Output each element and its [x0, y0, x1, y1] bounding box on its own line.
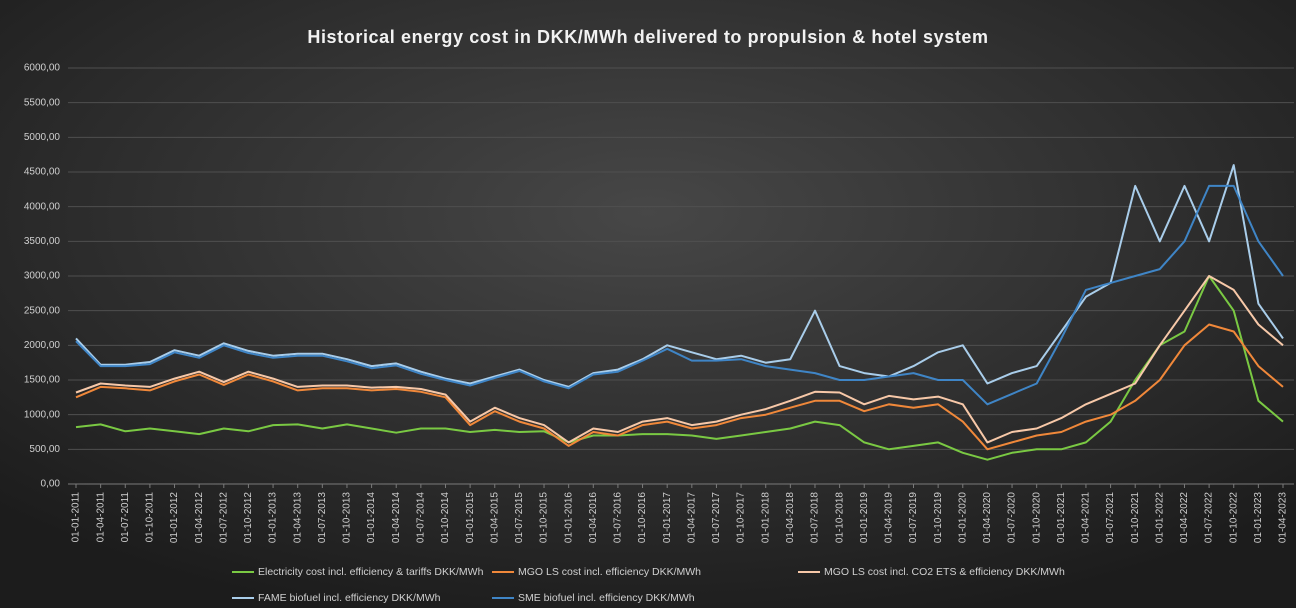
x-tick-label: 01-04-2017: [686, 492, 697, 544]
legend-label: MGO LS cost incl. efficiency DKK/MWh: [518, 566, 701, 578]
x-tick-label: 01-10-2021: [1130, 492, 1141, 544]
y-tick-label: 6000,00: [24, 63, 61, 74]
x-tick-label: 01-01-2022: [1154, 492, 1165, 544]
x-tick-label: 01-07-2015: [514, 492, 525, 544]
x-tick-label: 01-04-2022: [1179, 492, 1190, 544]
x-tick-label: 01-01-2015: [465, 492, 476, 544]
legend: Electricity cost incl. efficiency & tari…: [232, 566, 1065, 604]
x-tick-label: 01-07-2019: [908, 492, 919, 544]
grid: 0,00 500,00 1000,00 1500,00 2000,00 2500,00 30…: [24, 63, 1294, 544]
x-tick-label: 01-01-2020: [957, 492, 968, 544]
y-tick-label: 5500,00: [24, 97, 61, 108]
x-tick-label: 01-07-2011: [120, 492, 131, 543]
y-tick-label: 3500,00: [24, 236, 61, 247]
x-tick-label: 01-04-2016: [588, 492, 599, 544]
x-tick-label: 01-10-2012: [243, 492, 254, 544]
plot-area: [75, 164, 1284, 461]
series-line: [75, 323, 1284, 451]
legend-label: MGO LS cost incl. CO2 ETS & efficiency D…: [824, 566, 1065, 578]
x-tick-label: 01-04-2019: [884, 492, 895, 544]
x-tick-label: 01-10-2018: [834, 492, 845, 544]
x-tick-label: 01-01-2012: [169, 492, 180, 544]
series-line: [75, 164, 1284, 388]
y-tick-label: 500,00: [29, 444, 60, 455]
x-tick-label: 01-10-2015: [539, 492, 550, 544]
x-tick-label: 01-07-2020: [1007, 492, 1018, 544]
x-tick-label: 01-04-2021: [1081, 492, 1092, 544]
y-tick-label: 3000,00: [24, 271, 61, 282]
x-tick-label: 01-04-2013: [292, 492, 303, 544]
x-tick-label: 01-01-2018: [760, 492, 771, 544]
x-tick-label: 01-01-2014: [366, 492, 377, 544]
x-tick-label: 01-01-2019: [859, 492, 870, 544]
x-tick-label: 01-07-2018: [810, 492, 821, 544]
y-tick-label: 1500,00: [24, 375, 61, 386]
legend-label: Electricity cost incl. efficiency & tari…: [258, 566, 484, 578]
y-tick-label: 0,00: [41, 479, 61, 490]
y-tick-label: 4500,00: [24, 167, 61, 178]
y-tick-label: 2500,00: [24, 305, 61, 316]
x-tick-label: 01-04-2020: [982, 492, 993, 544]
y-tick-label: 1000,00: [24, 409, 61, 420]
y-tick-label: 2000,00: [24, 340, 61, 351]
y-tick-label: 5000,00: [24, 132, 61, 143]
y-tick-label: 4000,00: [24, 201, 61, 212]
x-tick-label: 01-07-2016: [613, 492, 624, 544]
x-tick-label: 01-10-2022: [1228, 492, 1239, 544]
x-tick-label: 01-07-2022: [1204, 492, 1215, 544]
x-tick-label: 01-01-2011: [71, 492, 82, 543]
x-tick-label: 01-04-2023: [1278, 492, 1289, 544]
x-tick-label: 01-04-2015: [489, 492, 500, 544]
x-tick-label: 01-07-2021: [1105, 492, 1116, 544]
x-tick-label: 01-04-2011: [95, 492, 106, 543]
x-tick-label: 01-10-2011: [145, 492, 156, 543]
legend-label: SME biofuel incl. efficiency DKK/MWh: [518, 592, 695, 604]
x-tick-label: 01-10-2013: [342, 492, 353, 544]
x-tick-label: 01-10-2019: [933, 492, 944, 544]
x-tick-label: 01-04-2018: [785, 492, 796, 544]
x-tick-label: 01-10-2020: [1031, 492, 1042, 544]
series-line: [75, 275, 1284, 461]
x-tick-label: 01-07-2013: [317, 492, 328, 544]
x-tick-label: 01-10-2017: [736, 492, 747, 544]
x-tick-label: 01-07-2017: [711, 492, 722, 544]
x-tick-label: 01-07-2014: [415, 492, 426, 544]
x-tick-label: 01-10-2014: [440, 492, 451, 544]
x-tick-label: 01-04-2012: [194, 492, 205, 544]
x-tick-label: 01-01-2021: [1056, 492, 1067, 544]
x-tick-label: 01-07-2012: [218, 492, 229, 544]
x-tick-label: 01-01-2017: [662, 492, 673, 544]
x-tick-label: 01-10-2016: [637, 492, 648, 544]
chart-title: Historical energy cost in DKK/MWh delive…: [307, 27, 988, 47]
x-tick-label: 01-01-2016: [563, 492, 574, 544]
legend-label: FAME biofuel incl. efficiency DKK/MWh: [258, 592, 441, 604]
x-tick-label: 01-04-2014: [391, 492, 402, 544]
series-line: [75, 184, 1284, 406]
x-tick-label: 01-01-2023: [1253, 492, 1264, 544]
series-line: [75, 275, 1284, 444]
x-tick-label: 01-01-2013: [268, 492, 279, 544]
